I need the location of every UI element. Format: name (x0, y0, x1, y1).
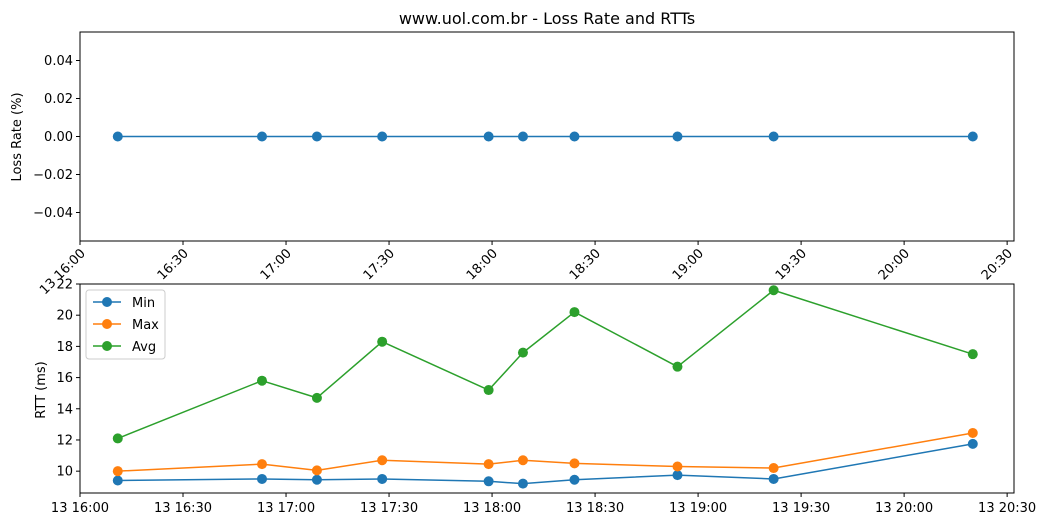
min-data-point (483, 476, 494, 487)
rtt-x-tick-label: 13 18:30 (566, 501, 624, 516)
rtt-y-tick-label: 12 (56, 433, 73, 448)
avg-data-point (256, 375, 267, 386)
min-data-point (517, 478, 528, 489)
avg-data-point (483, 385, 494, 396)
loss-rate-y-tick-label: 0.04 (44, 54, 73, 69)
rtt-x-tick-label: 13 20:30 (978, 501, 1036, 516)
loss-rate-y-axis-label: Loss Rate (%) (10, 92, 25, 181)
loss-rate-data-point (112, 131, 123, 142)
min-data-point (377, 473, 388, 484)
max-data-point (311, 465, 322, 476)
loss-rate-y-tick-label: 0.00 (44, 130, 73, 145)
loss-rate-data-point (768, 131, 779, 142)
rtt-y-tick-label: 14 (56, 402, 73, 417)
avg-data-point (672, 361, 683, 372)
loss-rate-data-point (256, 131, 267, 142)
avg-data-point (517, 347, 528, 358)
loss-rate-data-point (967, 131, 978, 142)
rtt-x-tick-label: 13 16:00 (51, 501, 109, 516)
min-data-point (768, 473, 779, 484)
loss-rate-y-tick-label: −0.04 (33, 206, 73, 221)
loss-rate-y-ticks: 0.04 0.02 0.00 −0.02 −0.04 (33, 54, 80, 221)
rtt-y-tick-label: 22 (56, 278, 73, 293)
rtt-x-tick-label: 13 20:00 (875, 501, 933, 516)
rtt-x-tick-label: 13 18:00 (463, 501, 521, 516)
avg-data-point (967, 349, 978, 360)
rtt-panel: RTT (ms) 10 12 14 16 18 20 22 13 16:00 13 16:30… (34, 278, 1036, 517)
max-data-point (256, 459, 267, 470)
max-data-point (112, 466, 123, 477)
legend-label-max: Max (132, 318, 159, 333)
min-data-point (967, 438, 978, 449)
avg-data-point (377, 336, 388, 347)
max-data-point (768, 463, 779, 474)
loss-rate-data-point (569, 131, 580, 142)
rtt-axes-frame (79, 283, 1015, 494)
rtt-lines (117, 289, 974, 485)
loss-rate-data-point (672, 131, 683, 142)
legend-item-min: Min (93, 296, 155, 311)
legend-label-min: Min (132, 296, 155, 311)
avg-series-line (117, 289, 974, 440)
min-data-point (672, 470, 683, 481)
max-data-point (672, 461, 683, 472)
rtt-y-tick-label: 18 (56, 340, 73, 355)
avg-data-point (569, 307, 580, 318)
chart-title: www.uol.com.br - Loss Rate and RTTs (399, 9, 695, 28)
max-data-point (377, 455, 388, 466)
max-data-point (483, 459, 494, 470)
legend-marker-avg (102, 341, 112, 351)
min-data-point (569, 474, 580, 485)
avg-data-point (311, 392, 322, 403)
max-series-line (117, 432, 973, 472)
legend-marker-max (102, 319, 112, 329)
max-data-point (967, 427, 978, 438)
rtt-x-tick-label: 13 17:00 (257, 501, 315, 516)
legend: Min Max Avg (85, 289, 166, 360)
rtt-y-tick-label: 16 (56, 371, 73, 386)
min-data-point (112, 475, 123, 486)
rtt-x-tick-label: 13 19:30 (772, 501, 830, 516)
min-series-line (117, 443, 973, 485)
legend-marker-min (102, 297, 112, 307)
legend-item-max: Max (93, 318, 159, 333)
rtt-x-ticks: 13 16:00 13 16:30 13 17:00 13 17:30 13 18:00… (51, 493, 1036, 516)
avg-data-point (112, 433, 123, 444)
min-data-point (256, 473, 267, 484)
loss-rate-y-tick-label: 0.02 (44, 92, 73, 107)
legend-item-avg: Avg (93, 340, 156, 355)
max-data-point (569, 458, 580, 469)
rtt-x-tick-label: 13 17:30 (360, 501, 418, 516)
loss-rate-axes-frame (79, 31, 1015, 242)
rtt-y-tick-label: 20 (56, 309, 73, 324)
rtt-x-tick-label: 13 16:30 (154, 501, 212, 516)
loss-rate-points (112, 131, 978, 142)
min-data-point (311, 474, 322, 485)
rtt-x-tick-label: 13 19:00 (669, 501, 727, 516)
loss-rate-y-tick-label: −0.02 (33, 168, 73, 183)
loss-rate-data-point (377, 131, 388, 142)
avg-data-point (768, 285, 779, 296)
loss-rate-data-point (483, 131, 494, 142)
rtt-y-tick-label: 10 (56, 465, 73, 480)
loss-rate-data-point (311, 131, 322, 142)
max-data-point (517, 455, 528, 466)
legend-label-avg: Avg (132, 340, 156, 355)
rtt-y-ticks: 10 12 14 16 18 20 22 (56, 278, 80, 480)
rtt-y-axis-label: RTT (ms) (34, 361, 49, 418)
loss-rate-data-point (517, 131, 528, 142)
rtt-points (112, 285, 978, 489)
